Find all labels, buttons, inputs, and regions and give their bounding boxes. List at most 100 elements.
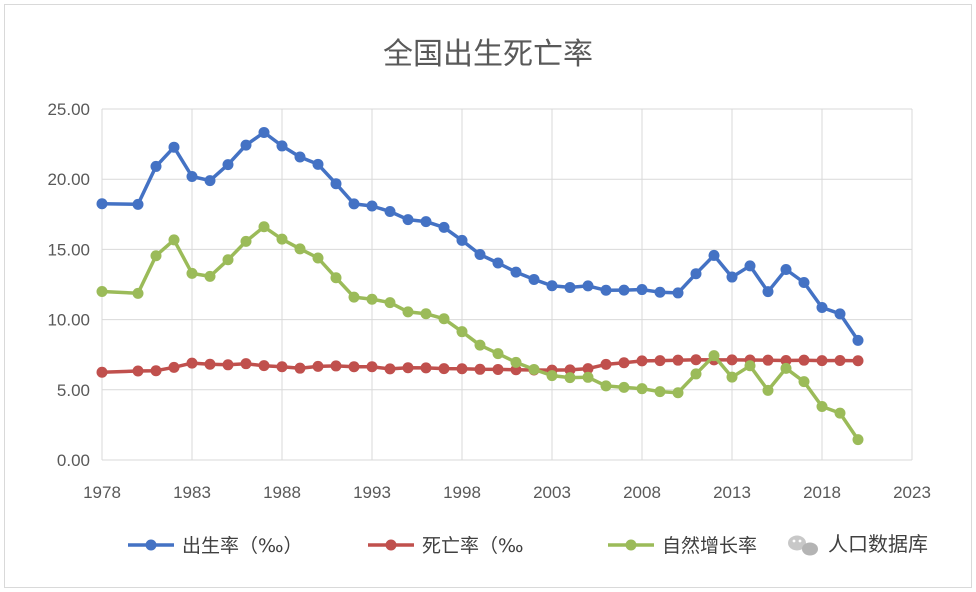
series-2 — [96, 221, 864, 446]
data-point — [276, 361, 288, 373]
legend-swatch-marker — [145, 539, 157, 551]
data-point — [420, 216, 432, 228]
y-tick-label: 0.00 — [57, 451, 90, 470]
y-tick-label: 10.00 — [47, 311, 90, 330]
data-point — [654, 286, 666, 298]
chart-frame — [4, 4, 972, 588]
x-axis-ticks: 1978 1983 1988 1993 1998 2003 2008 2013 2018 2023 — [83, 483, 931, 502]
data-point — [366, 200, 378, 212]
data-point — [276, 233, 288, 245]
data-point — [744, 260, 756, 272]
data-point — [816, 355, 828, 367]
data-point — [438, 313, 450, 325]
data-point — [384, 205, 396, 217]
data-point — [834, 308, 846, 320]
data-point — [762, 354, 774, 366]
data-point — [420, 362, 432, 374]
data-point — [294, 151, 306, 163]
data-point — [330, 178, 342, 190]
watermark: 人口数据库 — [788, 532, 928, 556]
data-point — [312, 360, 324, 372]
data-point — [834, 354, 846, 366]
data-point — [348, 361, 360, 373]
data-point — [186, 171, 198, 183]
data-point — [834, 407, 846, 419]
legend-item: 死亡率（‰ — [368, 535, 524, 557]
data-point — [618, 284, 630, 296]
data-point — [852, 355, 864, 367]
data-point — [150, 250, 162, 262]
legend-swatch-marker — [385, 539, 397, 551]
data-point — [690, 268, 702, 280]
data-point — [654, 355, 666, 367]
data-point — [492, 363, 504, 375]
y-tick-label: 5.00 — [57, 381, 90, 400]
data-point — [276, 140, 288, 152]
data-point — [312, 158, 324, 170]
data-point — [636, 355, 648, 367]
data-point — [708, 350, 720, 362]
data-point — [330, 272, 342, 284]
data-point — [780, 362, 792, 374]
data-point — [582, 363, 594, 375]
data-point — [402, 306, 414, 318]
data-point — [528, 363, 540, 375]
data-point — [222, 159, 234, 171]
data-point — [366, 293, 378, 305]
data-point — [132, 198, 144, 210]
data-point — [636, 284, 648, 296]
data-point — [204, 175, 216, 187]
data-point — [726, 354, 738, 366]
x-tick-label: 1983 — [173, 483, 211, 502]
watermark-text: 人口数据库 — [828, 532, 928, 556]
data-point — [726, 371, 738, 383]
data-point — [762, 384, 774, 396]
data-point — [600, 380, 612, 392]
y-tick-label: 15.00 — [47, 240, 90, 259]
chart-title: 全国出生死亡率 — [383, 37, 593, 72]
data-point — [510, 356, 522, 368]
y-tick-label: 25.00 — [47, 100, 90, 119]
data-point — [402, 362, 414, 374]
data-point — [150, 365, 162, 377]
data-point — [798, 376, 810, 388]
data-point — [186, 267, 198, 279]
data-point — [654, 386, 666, 398]
series-0 — [96, 126, 864, 346]
x-tick-label: 2023 — [893, 483, 931, 502]
data-point — [600, 358, 612, 370]
data-point — [222, 359, 234, 371]
data-point — [222, 254, 234, 266]
data-point — [582, 280, 594, 292]
data-point — [492, 348, 504, 360]
data-point — [780, 354, 792, 366]
data-point — [744, 360, 756, 372]
data-point — [438, 363, 450, 375]
data-point — [726, 271, 738, 283]
data-point — [168, 141, 180, 153]
data-point — [456, 326, 468, 338]
data-point — [564, 372, 576, 384]
data-point — [492, 257, 504, 269]
x-tick-label: 1998 — [443, 483, 481, 502]
legend-label: 出生率（‰） — [182, 535, 303, 557]
data-point — [204, 358, 216, 370]
data-point — [510, 266, 522, 278]
y-axis-ticks: 0.00 5.00 10.00 15.00 20.00 25.00 — [47, 100, 90, 470]
data-point — [150, 160, 162, 172]
x-tick-label: 2013 — [713, 483, 751, 502]
data-point — [384, 363, 396, 375]
data-point — [780, 263, 792, 275]
data-point — [690, 354, 702, 366]
data-point — [96, 366, 108, 378]
data-point — [708, 249, 720, 261]
x-tick-label: 2018 — [803, 483, 841, 502]
data-point — [348, 291, 360, 303]
data-point — [852, 434, 864, 446]
data-point — [258, 126, 270, 138]
data-point — [474, 339, 486, 351]
data-point — [672, 387, 684, 399]
data-point — [402, 214, 414, 226]
wechat-icon — [788, 535, 818, 556]
